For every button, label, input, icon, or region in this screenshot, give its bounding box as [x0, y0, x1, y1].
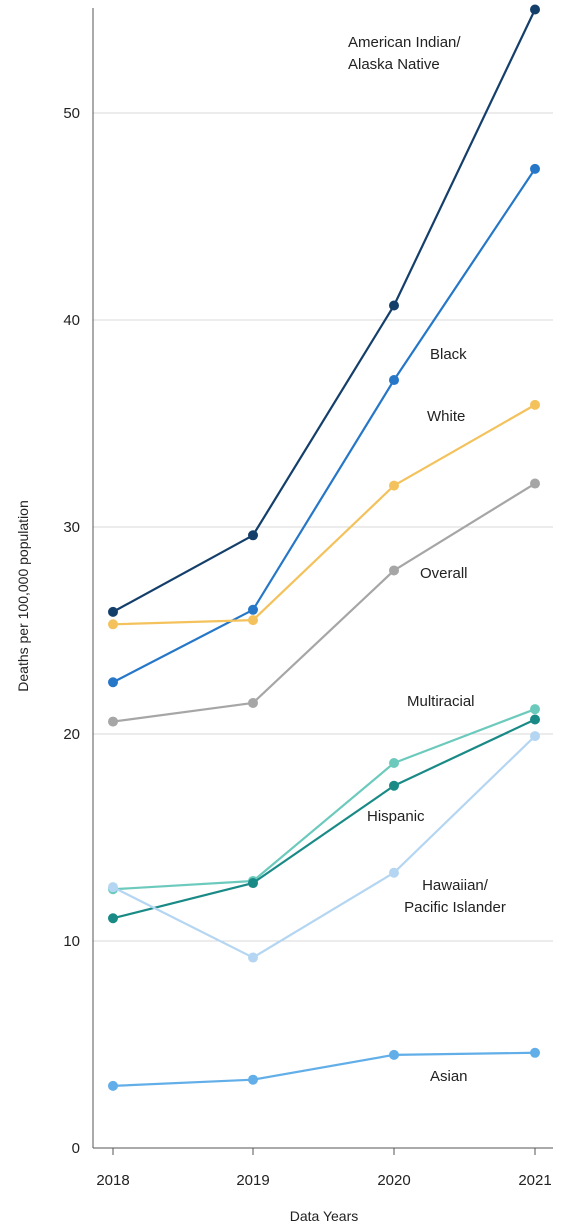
- series-label-line: Hawaiian/: [422, 877, 489, 894]
- series-label-line: Multiracial: [407, 693, 475, 710]
- y-tick-label: 50: [63, 105, 80, 122]
- series-label-line: Asian: [430, 1068, 468, 1085]
- series-line: [112, 168, 536, 684]
- data-point: [530, 704, 540, 715]
- data-point: [108, 913, 118, 924]
- data-point: [389, 300, 399, 311]
- data-point: [389, 480, 399, 491]
- data-point: [530, 714, 540, 725]
- series-hawaiian-pacific-islander: [108, 731, 540, 963]
- data-point: [389, 375, 399, 386]
- y-axis-title: Deaths per 100,000 population: [15, 500, 31, 691]
- x-tick-label: 2018: [96, 1172, 129, 1189]
- series-line: [112, 1051, 536, 1087]
- x-axis-ticks: 2018 2019 2020 2021: [96, 1148, 552, 1189]
- series-line: [112, 482, 536, 723]
- series-label: Black: [430, 346, 467, 363]
- series-label-line: Overall: [420, 565, 468, 582]
- series-label-line: American Indian/: [348, 34, 461, 51]
- series-line: [112, 9, 536, 613]
- y-tick-label: 40: [63, 312, 80, 329]
- data-point: [248, 952, 258, 963]
- data-point: [530, 163, 540, 174]
- data-point: [248, 530, 258, 541]
- y-tick-label: 20: [63, 726, 80, 743]
- series-label: Hispanic: [367, 808, 425, 825]
- data-point: [530, 4, 540, 15]
- x-axis-title: Data Years: [290, 1208, 359, 1224]
- series-multiracial: [108, 704, 540, 895]
- series-label-line: White: [427, 408, 465, 425]
- data-point: [530, 399, 540, 410]
- series-white: [108, 399, 540, 630]
- series-black: [108, 163, 540, 688]
- series-label: Hawaiian/Pacific Islander: [404, 877, 506, 916]
- gridlines: [93, 112, 553, 942]
- data-point: [108, 677, 118, 688]
- series-label: American Indian/Alaska Native: [348, 34, 461, 73]
- data-point: [530, 1047, 540, 1058]
- data-point: [248, 604, 258, 615]
- series-label: Asian: [430, 1068, 468, 1085]
- series-labels: American Indian/Alaska Native Black White O…: [348, 34, 506, 1085]
- data-point: [530, 731, 540, 742]
- data-point: [248, 615, 258, 626]
- data-point: [389, 757, 399, 768]
- series-line: [112, 718, 536, 920]
- data-point: [248, 1074, 258, 1085]
- series-line: [112, 403, 536, 626]
- x-tick-label: 2020: [377, 1172, 410, 1189]
- data-point: [530, 478, 540, 489]
- series-overall: [108, 478, 540, 727]
- data-point: [248, 878, 258, 889]
- series-label-line: Pacific Islander: [404, 899, 506, 916]
- series-label-line: Hispanic: [367, 808, 425, 825]
- data-point: [108, 1080, 118, 1091]
- data-point: [108, 716, 118, 727]
- series-label: White: [427, 408, 465, 425]
- y-tick-label: 30: [63, 519, 80, 536]
- data-point: [389, 867, 399, 878]
- series-line: [112, 735, 536, 959]
- data-point: [108, 619, 118, 630]
- data-point: [108, 882, 118, 893]
- series-group: [108, 4, 540, 1091]
- series-line: [112, 708, 536, 891]
- series-asian: [108, 1047, 540, 1091]
- data-point: [389, 780, 399, 791]
- series-label: Overall: [420, 565, 468, 582]
- data-point: [108, 606, 118, 617]
- series-hispanic: [108, 714, 540, 924]
- y-axis-ticks: 0 10 20 30 40 50: [63, 105, 80, 1157]
- data-point: [248, 697, 258, 708]
- data-point: [389, 565, 399, 576]
- series-american-indian-alaska-native: [108, 4, 540, 617]
- y-tick-label: 0: [72, 1140, 80, 1157]
- x-tick-label: 2021: [518, 1172, 551, 1189]
- series-label-line: Black: [430, 346, 467, 363]
- x-tick-label: 2019: [236, 1172, 269, 1189]
- series-label: Multiracial: [407, 693, 475, 710]
- data-point: [389, 1049, 399, 1060]
- series-label-line: Alaska Native: [348, 56, 440, 73]
- y-tick-label: 10: [63, 933, 80, 950]
